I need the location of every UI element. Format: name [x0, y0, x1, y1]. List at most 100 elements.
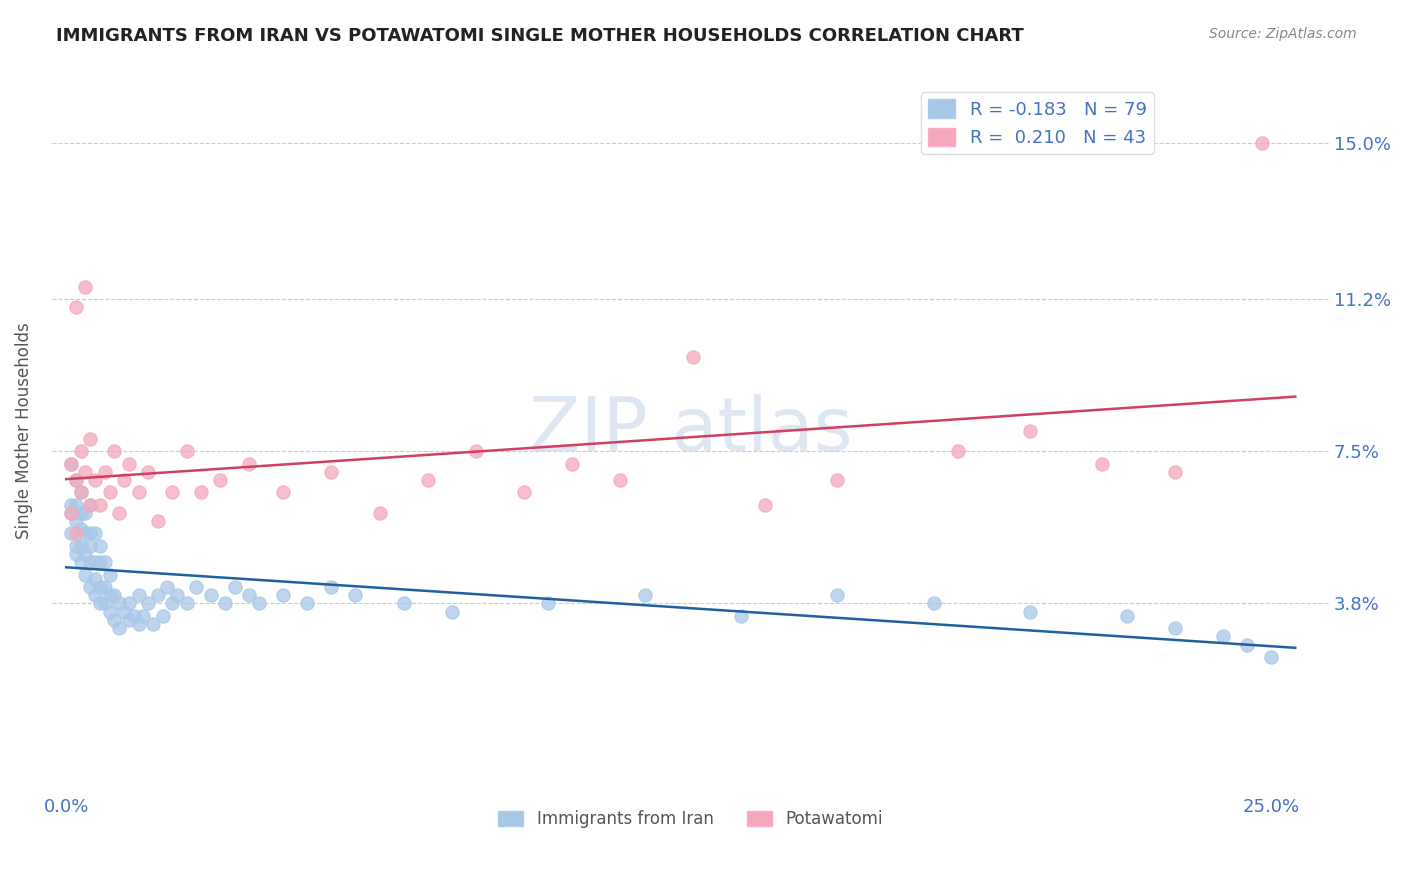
Point — [146, 588, 169, 602]
Point — [108, 621, 131, 635]
Point — [69, 555, 91, 569]
Point — [214, 596, 236, 610]
Point — [60, 526, 83, 541]
Point — [75, 547, 97, 561]
Point — [176, 596, 198, 610]
Point — [94, 465, 117, 479]
Point — [75, 465, 97, 479]
Point — [118, 457, 141, 471]
Point — [146, 514, 169, 528]
Point — [84, 555, 107, 569]
Point — [65, 473, 87, 487]
Point — [60, 506, 83, 520]
Point — [84, 526, 107, 541]
Point — [103, 613, 125, 627]
Point — [136, 596, 159, 610]
Point — [98, 605, 121, 619]
Point — [65, 473, 87, 487]
Point — [162, 485, 184, 500]
Point — [1250, 136, 1272, 150]
Point — [122, 608, 145, 623]
Legend: Immigrants from Iran, Potawatomi: Immigrants from Iran, Potawatomi — [492, 804, 889, 835]
Point — [200, 588, 222, 602]
Point — [89, 555, 111, 569]
Point — [98, 588, 121, 602]
Point — [94, 555, 117, 569]
Point — [65, 539, 87, 553]
Point — [89, 498, 111, 512]
Point — [69, 522, 91, 536]
Text: ZIP atlas: ZIP atlas — [529, 394, 852, 467]
Point — [682, 350, 704, 364]
Point — [79, 526, 101, 541]
Point — [633, 588, 655, 602]
Y-axis label: Single Mother Households: Single Mother Households — [15, 322, 32, 539]
Point — [60, 457, 83, 471]
Point — [84, 473, 107, 487]
Text: Source: ZipAtlas.com: Source: ZipAtlas.com — [1209, 27, 1357, 41]
Point — [84, 572, 107, 586]
Point — [344, 588, 367, 602]
Point — [128, 485, 150, 500]
Point — [321, 465, 343, 479]
Point — [271, 485, 294, 500]
Point — [79, 555, 101, 569]
Point — [84, 588, 107, 602]
Point — [440, 605, 463, 619]
Point — [108, 506, 131, 520]
Point — [321, 580, 343, 594]
Point — [827, 588, 849, 602]
Point — [176, 444, 198, 458]
Point — [69, 506, 91, 520]
Point — [156, 580, 179, 594]
Point — [89, 539, 111, 553]
Point — [1260, 649, 1282, 664]
Point — [190, 485, 212, 500]
Point — [513, 485, 536, 500]
Point — [238, 588, 260, 602]
Point — [94, 580, 117, 594]
Point — [65, 498, 87, 512]
Point — [247, 596, 270, 610]
Point — [118, 596, 141, 610]
Point — [1115, 608, 1137, 623]
Point — [112, 605, 135, 619]
Point — [922, 596, 945, 610]
Point — [60, 506, 83, 520]
Point — [75, 567, 97, 582]
Point — [416, 473, 439, 487]
Point — [368, 506, 391, 520]
Point — [65, 526, 87, 541]
Point — [75, 526, 97, 541]
Point — [79, 498, 101, 512]
Point — [136, 465, 159, 479]
Point — [1019, 605, 1042, 619]
Point — [186, 580, 208, 594]
Point — [392, 596, 415, 610]
Point — [103, 444, 125, 458]
Point — [118, 613, 141, 627]
Point — [166, 588, 188, 602]
Point — [1212, 629, 1234, 643]
Point — [946, 444, 969, 458]
Text: IMMIGRANTS FROM IRAN VS POTAWATOMI SINGLE MOTHER HOUSEHOLDS CORRELATION CHART: IMMIGRANTS FROM IRAN VS POTAWATOMI SINGL… — [56, 27, 1024, 45]
Point — [79, 539, 101, 553]
Point — [60, 498, 83, 512]
Point — [271, 588, 294, 602]
Point — [1236, 638, 1258, 652]
Point — [1164, 621, 1187, 635]
Point — [79, 432, 101, 446]
Point — [69, 444, 91, 458]
Point — [238, 457, 260, 471]
Point — [730, 608, 752, 623]
Point — [69, 485, 91, 500]
Point — [75, 506, 97, 520]
Point — [1164, 465, 1187, 479]
Point — [128, 588, 150, 602]
Point — [79, 498, 101, 512]
Point — [103, 588, 125, 602]
Point — [537, 596, 560, 610]
Point — [561, 457, 583, 471]
Point — [609, 473, 631, 487]
Point — [89, 596, 111, 610]
